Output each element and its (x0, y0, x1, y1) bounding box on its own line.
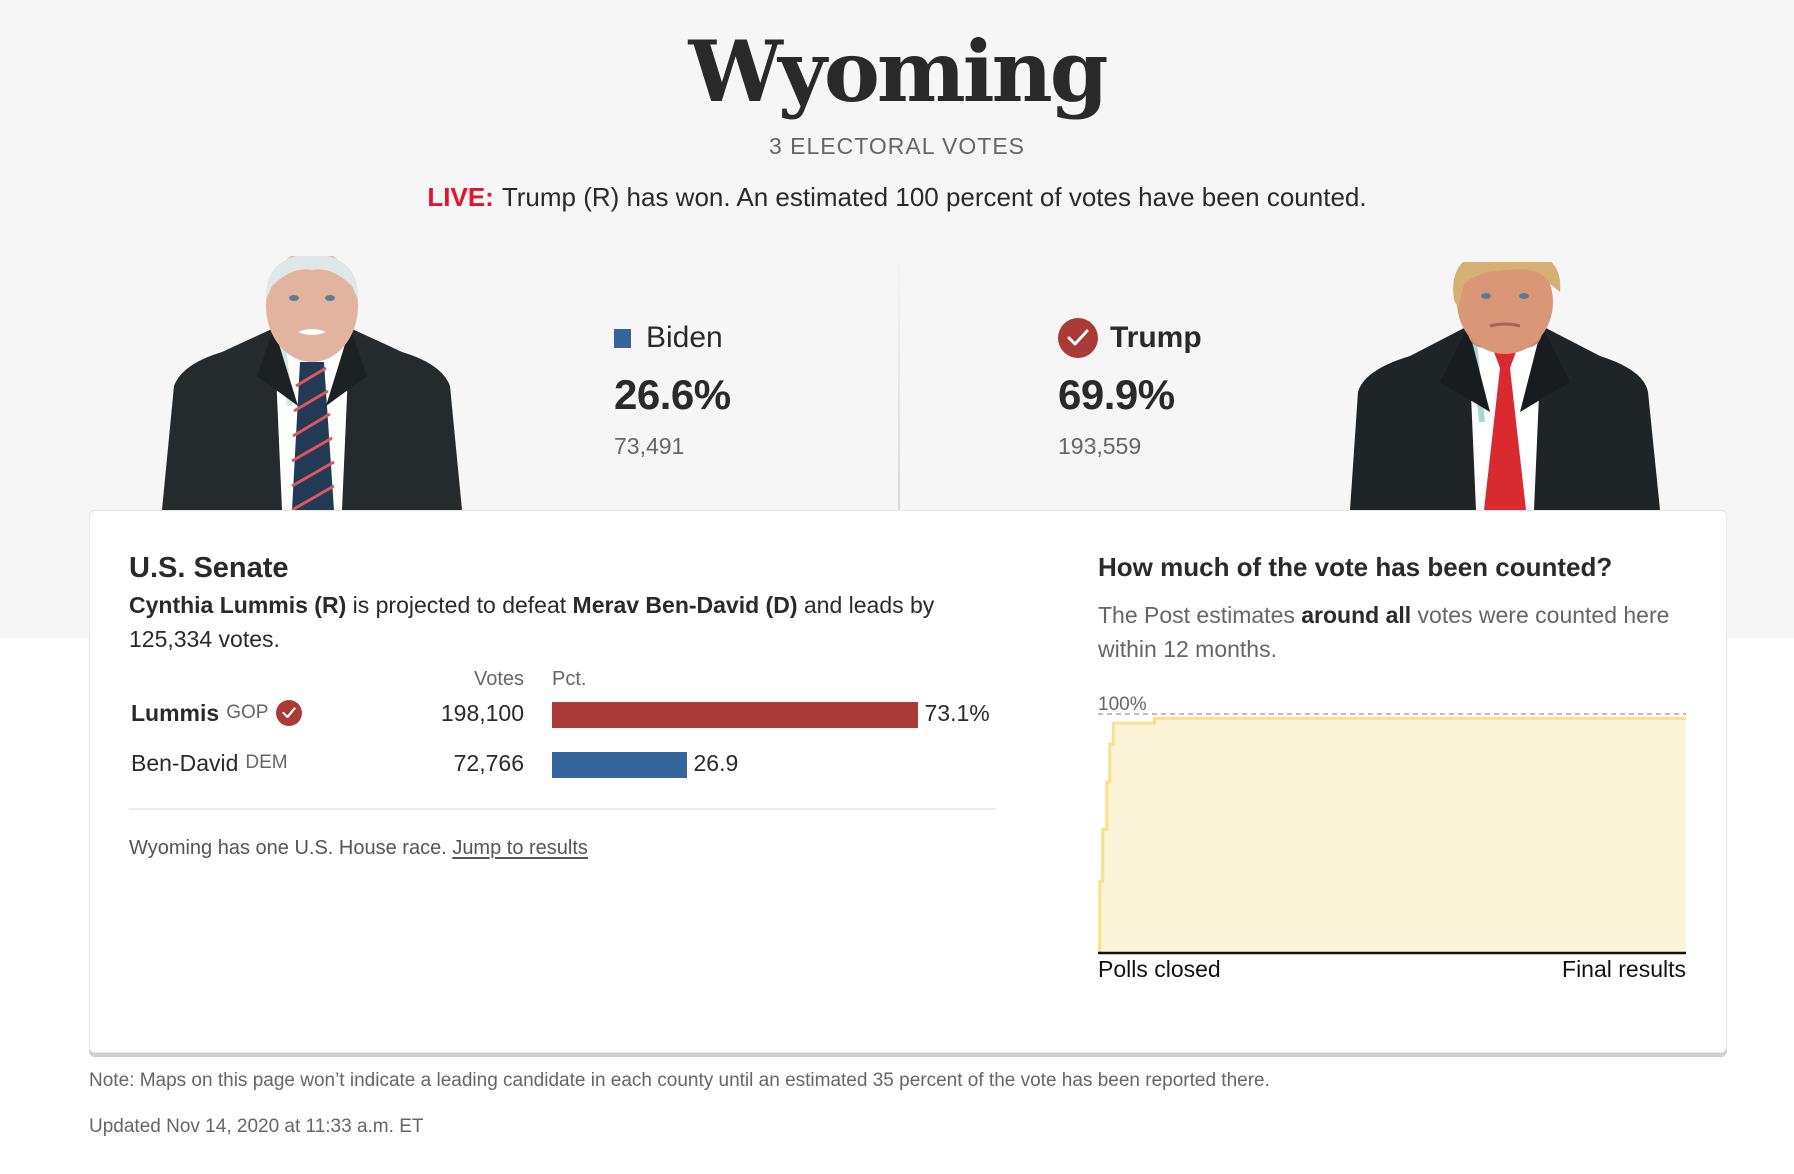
table-row: Lummis GOP 198,100 73.1% (129, 694, 1009, 734)
senate-summary: Cynthia Lummis (R) is projected to defea… (129, 588, 1009, 656)
column-header-votes: Votes (473, 668, 524, 690)
winner-name: Cynthia Lummis (R) (129, 592, 347, 618)
vote-counted-desc: The Post estimates around all votes were… (1098, 598, 1678, 666)
candidate-divider (898, 264, 900, 510)
live-text: Trump (R) has won. An estimated 100 perc… (501, 182, 1367, 212)
desc-text: votes were counted here within 12 months… (1098, 602, 1670, 662)
x-label-start: Polls closed (1098, 956, 1221, 982)
footnote: Note: Maps on this page won’t indicate a… (89, 1070, 1270, 1091)
biden-portrait (162, 256, 462, 510)
senate-title: U.S. Senate (129, 552, 289, 584)
blue-square-icon (614, 328, 631, 348)
candidate-votes: 193,559 (1058, 433, 1142, 459)
live-status: LIVE: Trump (R) has won. An estimated 100… (0, 180, 1794, 214)
x-label-end: Final results (1562, 956, 1686, 982)
candidate-pct: 69.9% (1058, 371, 1175, 418)
summary-text: and leads by 125,334 votes. (129, 592, 935, 652)
house-note: Wyoming has one U.S. House race. Jump to… (129, 834, 588, 862)
vote-count: 198,100 (440, 700, 524, 726)
candidate-name: Lummis (131, 700, 220, 726)
pct-bar (552, 702, 918, 728)
column-header-pct: Pct. (552, 668, 587, 690)
candidate-name: Ben-David (131, 750, 239, 776)
vote-count: 72,766 (453, 750, 524, 776)
state-title: Wyoming (688, 22, 1109, 121)
live-tag: LIVE: (427, 182, 494, 212)
house-note-text: Wyoming has one U.S. House race. (129, 837, 447, 859)
summary-text: is projected to defeat (346, 592, 573, 618)
jump-to-results-link[interactable]: Jump to results (452, 837, 588, 859)
candidate-votes: 73,491 (614, 433, 685, 459)
vote-counted-title: How much of the vote has been counted? (1098, 552, 1613, 582)
table-row: Ben-David DEM 72,766 26.9 (129, 744, 1009, 784)
loser-name: Merav Ben-David (D) (572, 592, 798, 618)
check-circle-icon (276, 700, 303, 726)
candidate-trump: Trump 69.9% 193,559 (1058, 318, 1202, 460)
candidate-name: Biden (646, 321, 723, 354)
area-chart: 100% (1098, 694, 1686, 955)
pct-bar (552, 752, 687, 778)
candidate-pct: 26.6% (614, 371, 731, 418)
updated-timestamp: Updated Nov 14, 2020 at 11:33 a.m. ET (89, 1116, 424, 1137)
candidate-name: Trump (1110, 321, 1202, 354)
electoral-votes-label: 3 ELECTORAL VOTES (768, 133, 1026, 159)
candidate-biden: Biden 26.6% 73,491 (614, 318, 731, 460)
pct-value: 73.1% (924, 700, 990, 726)
party-label: DEM (245, 752, 288, 773)
trump-portrait (1350, 262, 1660, 510)
svg-text:100%: 100% (1098, 694, 1147, 715)
desc-bold: around all (1301, 602, 1412, 628)
divider (129, 808, 996, 810)
desc-text: The Post estimates (1098, 602, 1302, 628)
party-label: GOP (226, 702, 269, 723)
check-circle-icon (1058, 318, 1098, 358)
vote-counted-chart: 100% (1096, 690, 1696, 990)
pct-value: 26.9 (693, 750, 739, 776)
